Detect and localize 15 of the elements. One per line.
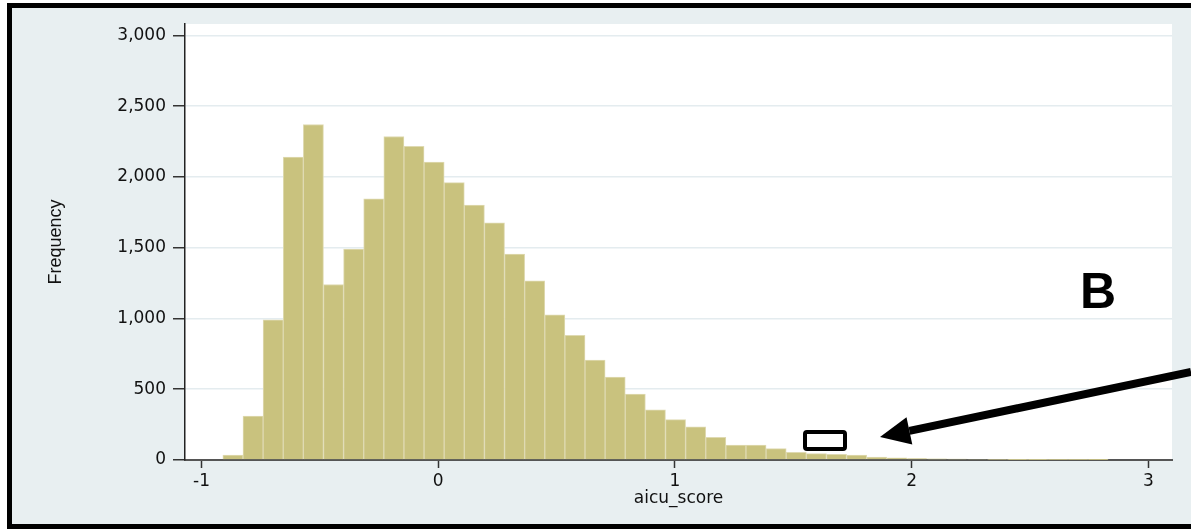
x-tick-label: 2 [906,469,918,490]
annotation: B [1080,263,1117,319]
x-tick-label: 3 [1142,469,1154,490]
y-tick-label: 2,000 [117,165,166,186]
y-axis-title: Frequency [44,199,65,285]
x-tick-label: -1 [193,469,211,490]
y-tick-label: 500 [133,377,166,398]
x-tick-label: 0 [432,469,444,490]
y-tick-label: 1,000 [117,306,166,327]
y-tick-label: 0 [155,448,166,469]
x-axis-title: aicu_score [633,487,724,509]
y-tick-label: 1,500 [117,236,166,257]
y-tick-label: 2,500 [117,94,166,115]
x-tick-label: 1 [669,469,681,490]
y-tick-label: 3,000 [117,23,166,44]
